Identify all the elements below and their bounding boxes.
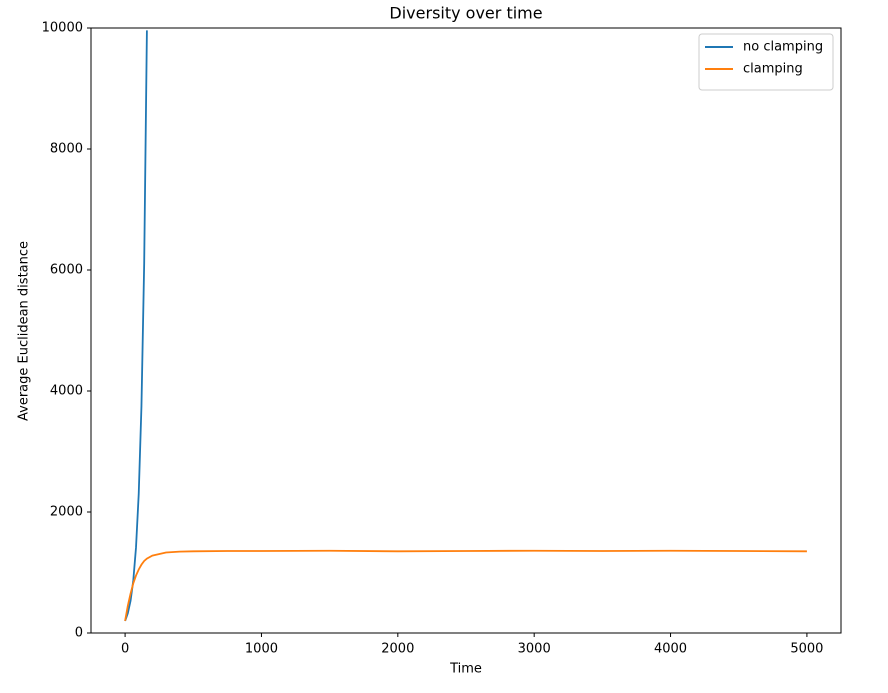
plot-lines — [124, 30, 807, 622]
series-line — [124, 30, 148, 622]
y-tick-label: 0 — [75, 626, 83, 641]
x-tick-label: 2000 — [381, 642, 414, 657]
y-tick-label: 6000 — [50, 263, 83, 278]
x-tick-label: 5000 — [790, 642, 823, 657]
series-line — [124, 549, 807, 622]
legend-label: no clamping — [743, 40, 823, 55]
plot-frame — [90, 27, 842, 634]
chart-title: Diversity over time — [389, 4, 542, 23]
y-tick-label: 4000 — [50, 384, 83, 399]
legend-label: clamping — [743, 62, 803, 77]
x-tick-label: 1000 — [245, 642, 278, 657]
x-tick-label: 0 — [121, 642, 129, 657]
x-axis-label: Time — [449, 662, 482, 677]
x-tick-label: 4000 — [654, 642, 687, 657]
y-tick-label: 10000 — [42, 21, 83, 36]
y-tick-label: 8000 — [50, 142, 83, 157]
y-tick-label: 2000 — [50, 505, 83, 520]
y-axis-label: Average Euclidean distance — [17, 241, 32, 421]
x-tick-label: 3000 — [518, 642, 551, 657]
